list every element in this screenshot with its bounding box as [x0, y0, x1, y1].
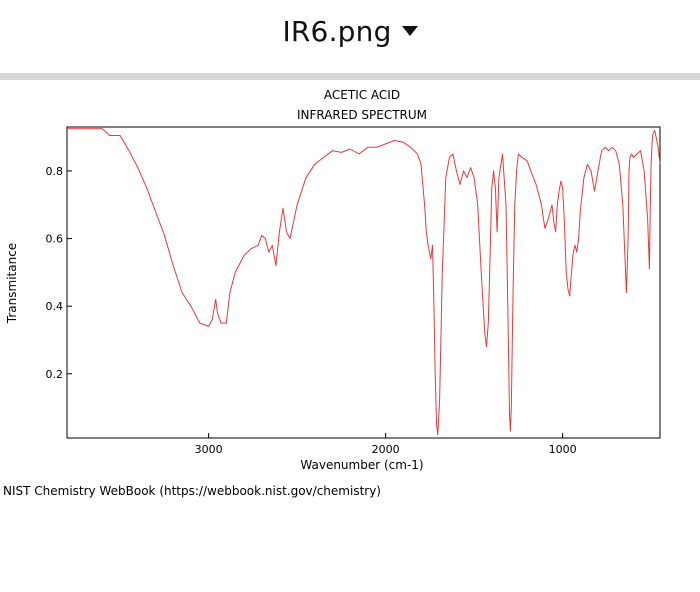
- y-tick-label: 0.6: [46, 233, 64, 246]
- y-tick-label: 0.4: [46, 300, 64, 313]
- caret-down-icon: [401, 26, 418, 36]
- x-axis-ticks: 3000 2000 1000: [195, 433, 577, 456]
- file-menu-dropdown-button[interactable]: [401, 26, 418, 36]
- chart-title: ACETIC ACID: [324, 88, 400, 102]
- file-name-title: IR6.png: [282, 14, 392, 48]
- y-tick-label: 0.8: [46, 165, 64, 178]
- chart-subtitle: INFRARED SPECTRUM: [297, 108, 427, 122]
- title-bar: IR6.png: [0, 0, 700, 62]
- y-axis-label: Transmitance: [5, 243, 19, 324]
- x-tick-label: 1000: [549, 443, 577, 456]
- y-axis-ticks: 0.2 0.4 0.6 0.8: [46, 165, 72, 381]
- x-tick-label: 3000: [195, 443, 223, 456]
- toolbar-separator: [0, 73, 700, 80]
- ir-spectrum-chart: ACETIC ACID INFRARED SPECTRUM 0.20.40.60…: [5, 88, 661, 472]
- x-axis-label: Wavenumber (cm-1): [300, 458, 423, 472]
- spectrum-line: [67, 128, 661, 436]
- plot-area-frame: [66, 126, 661, 439]
- source-credit: NIST Chemistry WebBook (https://webbook.…: [3, 484, 381, 498]
- x-tick-label: 2000: [372, 443, 400, 456]
- y-tick-label: 0.2: [46, 368, 64, 381]
